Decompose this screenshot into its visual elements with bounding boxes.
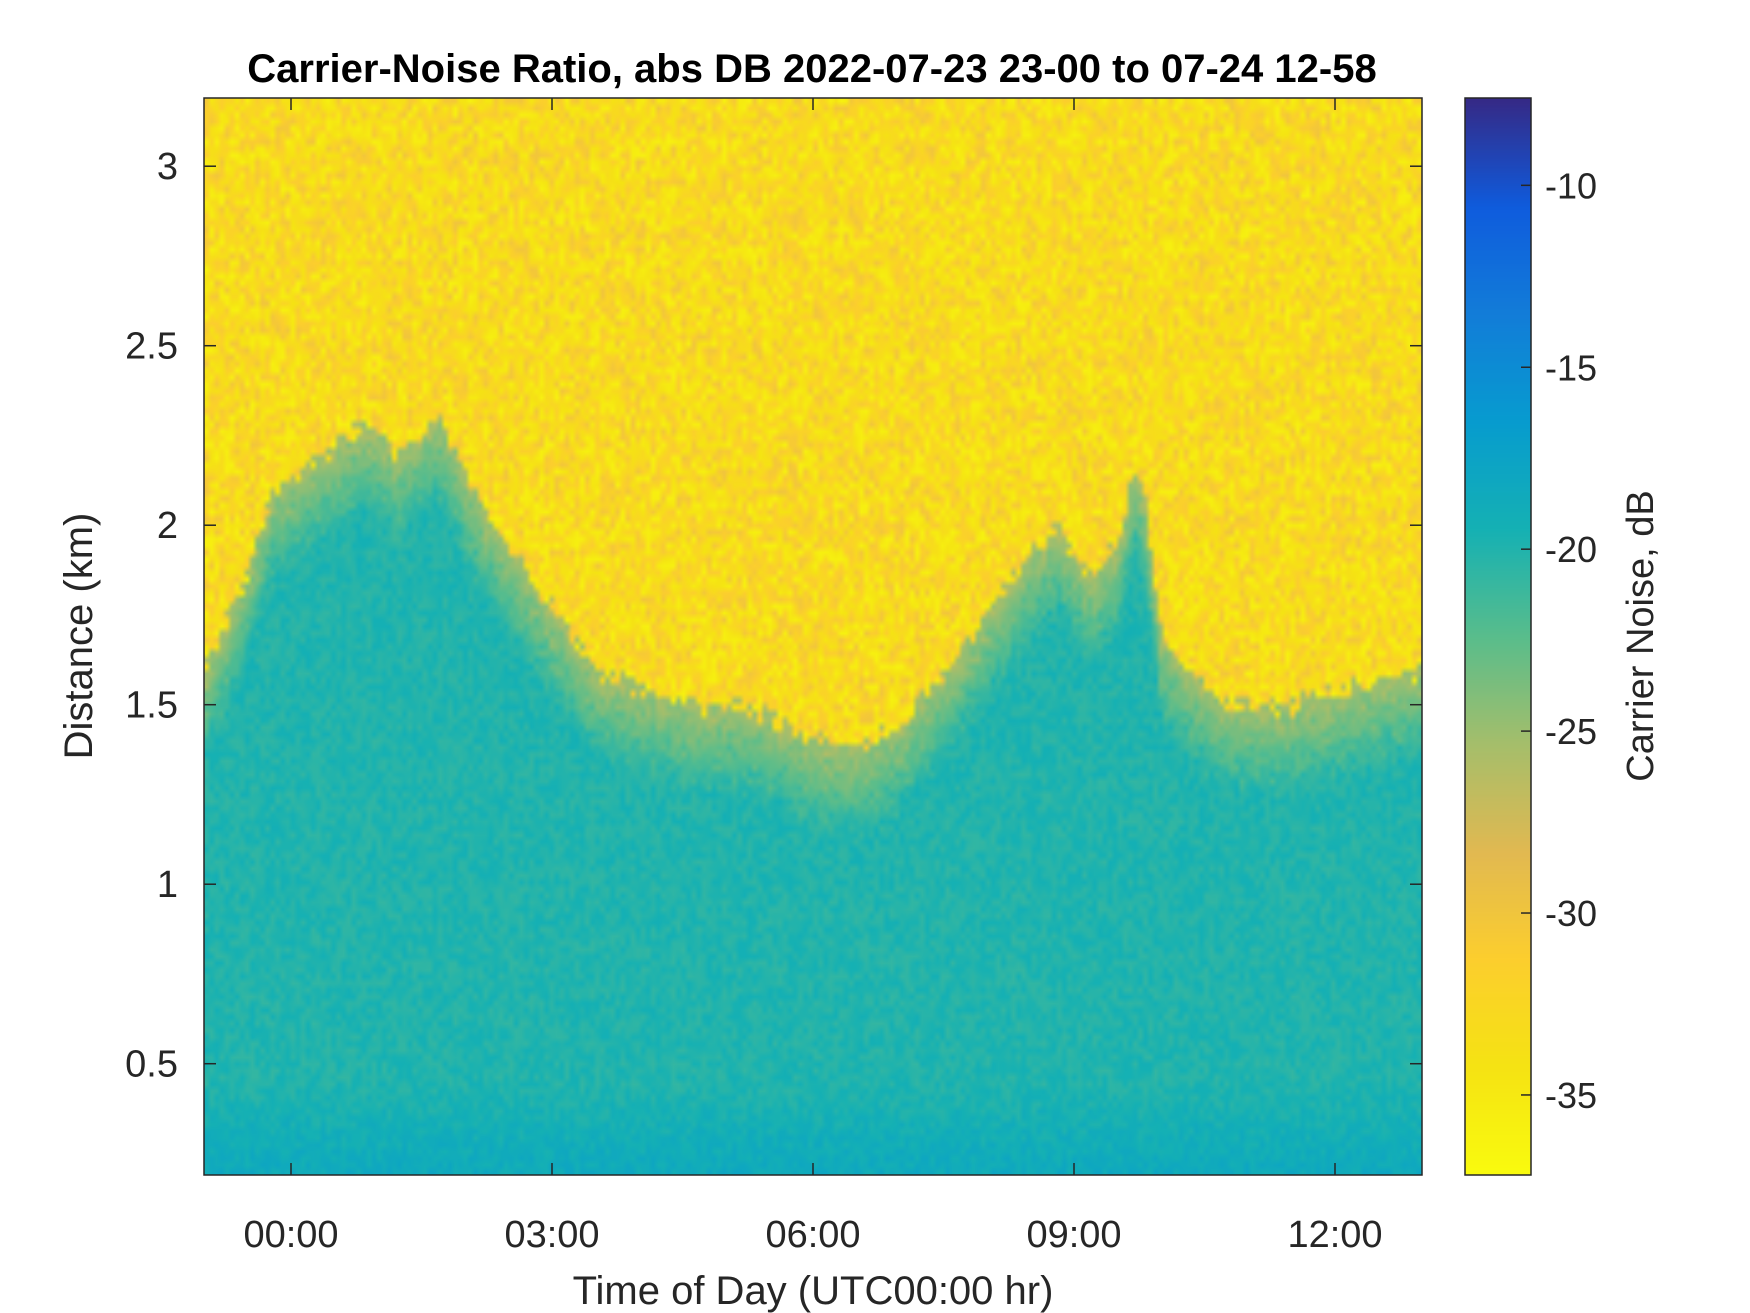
colorbar-ticks: -10 -15 -20 -25 -30 -35 <box>1521 165 1597 1116</box>
colorbar-tick-label: -10 <box>1545 165 1597 206</box>
colorbar-label: Carrier Noise, dB <box>1620 490 1662 781</box>
colorbar: -10 -15 -20 -25 -30 -35 <box>1464 97 1597 1176</box>
x-tick-label: 03:00 <box>504 1214 599 1256</box>
colorbar-tick-label: -35 <box>1545 1075 1597 1116</box>
y-tick-label: 1.5 <box>125 685 178 727</box>
y-tick-label: 2.5 <box>125 326 178 368</box>
y-tick-label: 0.5 <box>125 1044 178 1086</box>
chart-title: Carrier-Noise Ratio, abs DB 2022-07-23 2… <box>247 47 1376 91</box>
x-tick-label: 00:00 <box>243 1214 338 1256</box>
y-axis-label: Distance (km) <box>57 513 101 760</box>
colorbar-frame <box>1464 97 1532 1176</box>
colorbar-tick-label: -30 <box>1545 893 1597 934</box>
y-tick-label: 3 <box>157 146 178 188</box>
x-tick-label: 09:00 <box>1026 1214 1121 1256</box>
plot-area <box>203 97 1423 1176</box>
x-tick-label: 06:00 <box>765 1214 860 1256</box>
x-axis: 00:00 03:00 06:00 09:00 12:00 <box>243 98 1383 1256</box>
y-tick-label: 1 <box>157 864 178 906</box>
x-axis-label: Time of Day (UTC00:00 hr) <box>573 1269 1054 1313</box>
heatmap-cells <box>204 98 1422 1175</box>
colorbar-gradient <box>1465 98 1531 1175</box>
x-tick-label: 12:00 <box>1287 1214 1382 1256</box>
y-tick-label: 2 <box>157 505 178 547</box>
y-axis: 0.5 1 1.5 2 2.5 3 <box>125 146 1422 1086</box>
colorbar-tick-label: -15 <box>1545 347 1597 388</box>
colorbar-tick-label: -25 <box>1545 711 1597 752</box>
colorbar-tick-label: -20 <box>1545 529 1597 570</box>
